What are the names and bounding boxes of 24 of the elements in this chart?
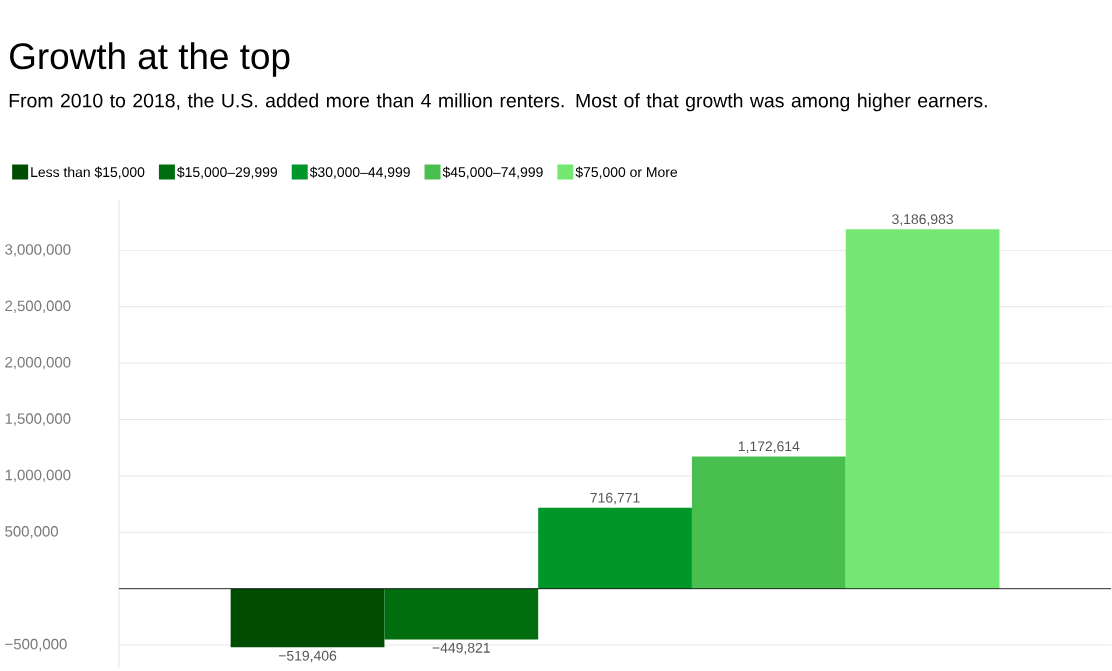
data-label: 1,172,614 — [738, 441, 800, 453]
legend-label: Less than $15,000 — [31, 166, 145, 179]
chart-subtitle: From 2010 to 2018, the U.S. added more than 4 million renters. Most of that growth was among higher earners. — [9, 93, 987, 112]
y-tick-label: −500,000 — [5, 638, 67, 652]
data-label: 716,771 — [590, 492, 640, 505]
y-tick-label: 3,000,000 — [5, 244, 71, 257]
legend-label: $30,000–44,999 — [309, 166, 410, 179]
y-tick-label: 1,500,000 — [5, 413, 71, 426]
y-tick-label: 500,000 — [5, 526, 58, 539]
data-label: −519,406 — [278, 650, 337, 663]
y-tick-label: 2,500,000 — [5, 300, 71, 313]
legend-label: $45,000–74,999 — [442, 166, 543, 179]
data-label: 3,186,983 — [892, 214, 953, 226]
chart-title: Growth at the top — [10, 42, 290, 77]
data-label: −449,821 — [432, 642, 490, 655]
bar — [384, 588, 539, 640]
y-tick-label: 2,000,000 — [5, 356, 71, 370]
bar — [691, 456, 846, 589]
bar — [538, 507, 692, 589]
bar — [230, 588, 385, 648]
y-tick-label: 1,000,000 — [5, 469, 71, 483]
legend-label: $75,000 or More — [575, 166, 678, 179]
legend-label: $15,000–29,999 — [177, 166, 278, 179]
bar — [845, 229, 1000, 589]
